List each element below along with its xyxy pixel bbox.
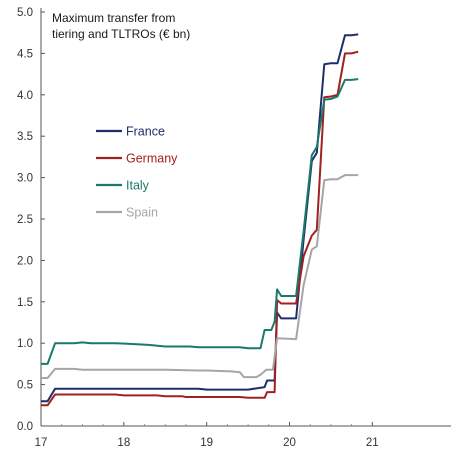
chart-title: Maximum transfer from tiering and TLTROs… — [52, 11, 190, 41]
y-tick-label: 1.0 — [17, 338, 33, 350]
chart-title-line-2: tiering and TLTROs (€ bn) — [52, 27, 190, 41]
y-tick-label: 0.0 — [17, 421, 33, 433]
y-tick-label: 3.0 — [17, 173, 33, 185]
legend-label-germany: Germany — [126, 152, 178, 166]
y-tick-label: 2.5 — [17, 214, 33, 226]
x-tick-label: 20 — [283, 437, 296, 449]
series-lines — [41, 33, 359, 407]
y-tick-label: 4.0 — [17, 90, 33, 102]
chart-title-line-1: Maximum transfer from — [52, 11, 175, 25]
y-tick-label: 2.0 — [17, 255, 33, 267]
y-tick-label: 4.5 — [17, 48, 33, 60]
legend: France Germany Italy Spain — [96, 125, 178, 220]
x-tick-label: 18 — [117, 437, 130, 449]
legend-label-spain: Spain — [126, 206, 158, 220]
legend-label-italy: Italy — [126, 179, 150, 193]
y-tick-label: 5.0 — [17, 7, 33, 19]
series-line-spain — [41, 174, 359, 379]
axes: 0.0 0.5 1.0 1.5 2.0 2.5 3.0 3.5 4.0 4.5 5.0 17 18 19 2… — [17, 7, 451, 449]
y-tick-label: 3.5 — [17, 131, 33, 143]
y-tick-label: 0.5 — [17, 380, 33, 392]
series-line-germany — [41, 50, 359, 407]
y-tick-label: 1.5 — [17, 297, 33, 309]
x-tick-label: 19 — [200, 437, 213, 449]
series-line-france — [41, 33, 359, 403]
legend-label-france: France — [126, 125, 165, 139]
x-tick-label: 17 — [35, 437, 48, 449]
x-tick-label: 21 — [366, 437, 379, 449]
series-line-italy — [41, 78, 359, 365]
